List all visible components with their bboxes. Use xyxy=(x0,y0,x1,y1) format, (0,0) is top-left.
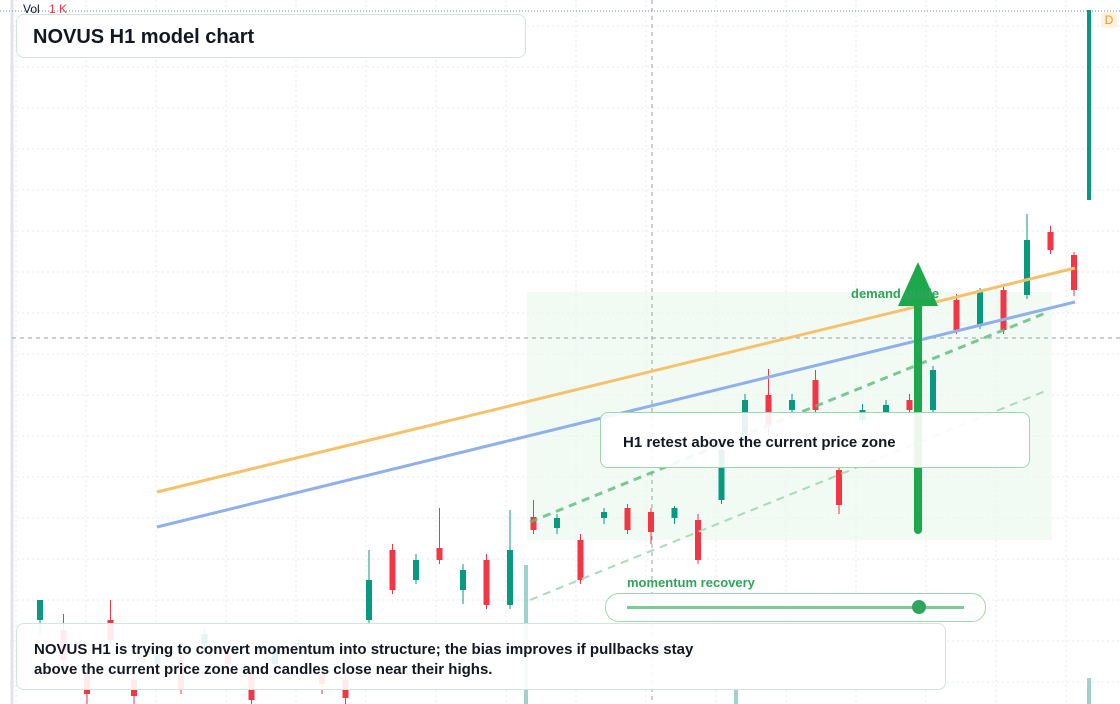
chart-title: NOVUS H1 model chart xyxy=(33,26,255,48)
slider-track xyxy=(627,606,964,609)
candle-body xyxy=(906,400,913,410)
candle-body xyxy=(389,550,396,590)
title-box: NOVUS H1 model chart xyxy=(16,14,526,58)
candle-body xyxy=(37,600,43,620)
note: NOVUS H1 is trying to convert momentum i… xyxy=(34,640,693,680)
volume-bar xyxy=(734,690,738,704)
candle-body xyxy=(836,470,842,505)
candle-body xyxy=(789,400,795,410)
candle-body xyxy=(554,518,560,528)
candle-body xyxy=(507,550,513,605)
candle-body xyxy=(483,560,490,605)
volume-label: Vol xyxy=(23,2,40,16)
volume-bar xyxy=(1087,10,1091,200)
candle-body xyxy=(577,540,584,580)
note-line: NOVUS H1 is trying to convert momentum i… xyxy=(34,641,694,658)
volume-bar xyxy=(1087,678,1091,704)
interval-badge: D xyxy=(1105,13,1114,27)
candle-body xyxy=(812,380,819,410)
note-box: NOVUS H1 is trying to convert momentum i… xyxy=(16,623,946,690)
candle-body xyxy=(930,370,936,410)
candle-body xyxy=(530,517,537,530)
channel-upper xyxy=(529,310,1049,524)
candle-body xyxy=(1047,232,1054,250)
interval-badge-bg xyxy=(1101,12,1117,28)
candle-body xyxy=(695,520,701,560)
candle-body xyxy=(977,290,983,325)
candle-body xyxy=(765,395,772,425)
candles xyxy=(37,214,1077,704)
candle-body xyxy=(460,570,466,590)
candle-body xyxy=(413,560,419,580)
candle-body xyxy=(648,512,654,532)
candle-body xyxy=(436,548,443,560)
candle-body xyxy=(718,450,725,500)
candle-body xyxy=(1024,240,1030,295)
candle-body xyxy=(953,300,960,330)
momentum-slider xyxy=(605,593,986,622)
retest-label: H1 retest above the current price zone xyxy=(623,434,896,451)
zone-label: demand guide xyxy=(851,286,939,301)
retest-box: H1 retest above the current price zone xyxy=(600,412,1030,468)
candle-body xyxy=(1071,255,1077,290)
candle-body xyxy=(1000,290,1007,330)
momentum-label: momentum recovery xyxy=(627,575,755,590)
candle-body xyxy=(883,405,889,412)
candle-body xyxy=(624,508,631,530)
candle-body xyxy=(671,508,678,518)
slider-knob[interactable] xyxy=(912,600,926,614)
candle-body xyxy=(601,512,607,518)
volume-value: 1 K xyxy=(49,2,67,16)
note-line: above the current price zone and candles… xyxy=(34,661,493,678)
candle-body xyxy=(366,580,372,620)
arrow-head xyxy=(898,262,938,306)
